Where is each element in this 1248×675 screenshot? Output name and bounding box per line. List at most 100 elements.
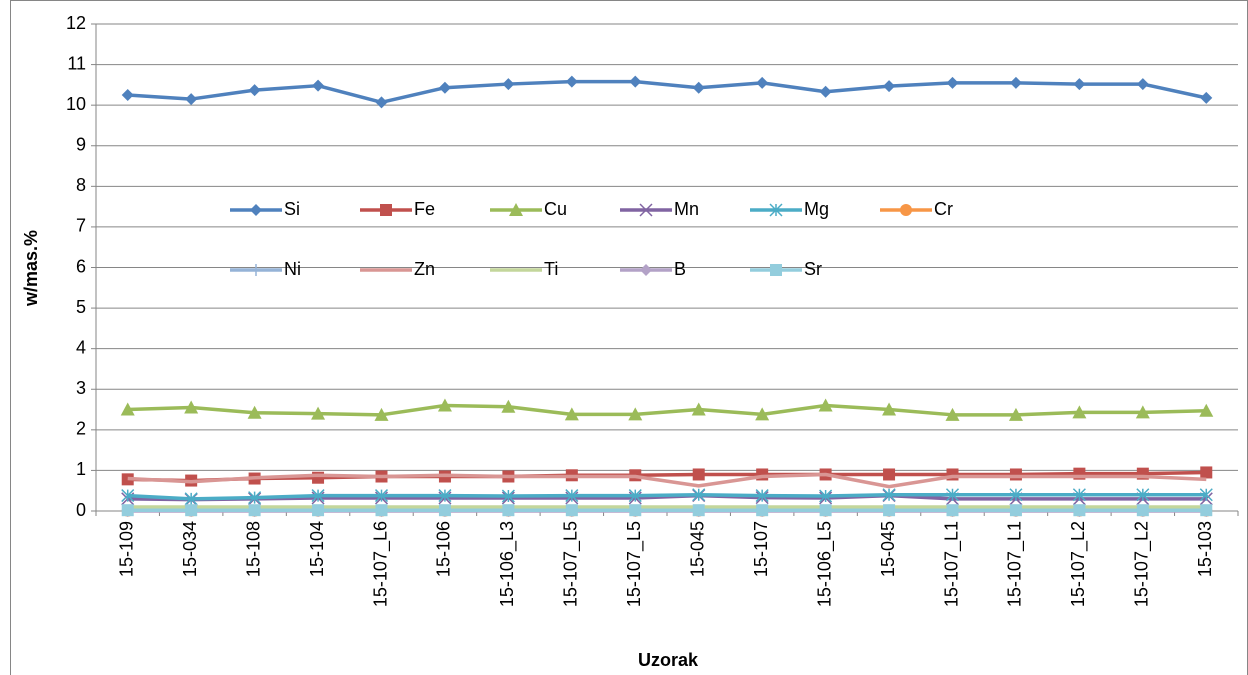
x-tick-label: 15-034 [180, 521, 200, 577]
marker [692, 81, 705, 94]
x-tick-label: 15-107_L2 [1132, 521, 1153, 607]
marker [248, 504, 261, 517]
marker [1009, 76, 1022, 89]
marker [946, 504, 959, 517]
y-tick-label: 5 [76, 297, 86, 317]
marker [628, 407, 643, 421]
legend-label: B [674, 259, 686, 279]
marker [1073, 78, 1086, 91]
marker [629, 75, 642, 88]
y-axis-title: w/mas.% [21, 230, 41, 307]
marker [311, 489, 325, 503]
x-axis-title: Uzorak [638, 650, 699, 670]
x-tick-label: 15-107 [751, 521, 771, 577]
marker [1009, 468, 1022, 481]
y-tick-label: 3 [76, 378, 86, 398]
x-tick-label: 15-103 [1195, 521, 1215, 577]
x-tick-label: 15-107_L2 [1068, 521, 1089, 607]
marker [375, 96, 388, 109]
marker [501, 489, 515, 503]
legend-label: Cu [544, 199, 567, 219]
marker [438, 81, 451, 94]
marker [1072, 405, 1087, 419]
marker [1073, 504, 1086, 517]
y-tick-label: 10 [66, 94, 86, 114]
marker [1199, 403, 1214, 417]
marker [945, 407, 960, 421]
legend-marker [769, 203, 783, 217]
marker [882, 488, 896, 502]
marker [565, 75, 578, 88]
marker [121, 89, 134, 102]
marker [374, 489, 389, 503]
legend-label: Ni [284, 259, 301, 279]
marker [247, 405, 262, 419]
marker [1009, 504, 1022, 517]
marker [1009, 488, 1023, 502]
series-line [127, 472, 1207, 489]
marker [1135, 405, 1150, 419]
x-tick-label: 15-045 [687, 521, 707, 577]
y-tick-label: 0 [76, 500, 86, 520]
y-tick-label: 8 [76, 175, 86, 195]
y-tick-label: 4 [76, 337, 86, 357]
marker [184, 492, 198, 506]
marker [184, 400, 199, 414]
legend-label: Ti [544, 259, 558, 279]
marker [312, 79, 325, 92]
marker [311, 406, 326, 420]
marker [945, 488, 960, 502]
marker [819, 489, 833, 503]
marker [818, 398, 833, 412]
marker [628, 489, 642, 503]
marker [1199, 488, 1213, 502]
marker [692, 468, 705, 481]
legend-label: Cr [934, 199, 953, 219]
marker [501, 399, 516, 413]
marker [120, 402, 135, 416]
marker [1200, 504, 1213, 517]
chart-frame [10, 0, 1248, 675]
marker [1200, 466, 1213, 479]
marker [374, 407, 389, 421]
marker [565, 489, 579, 503]
marker [883, 80, 896, 93]
legend-label: Sr [804, 259, 822, 279]
marker [692, 504, 705, 517]
x-tick-label: 15-107_L6 [370, 521, 391, 607]
y-tick-label: 2 [76, 419, 86, 439]
x-tick-label: 15-106_L3 [497, 521, 518, 607]
marker [1136, 488, 1150, 502]
legend-marker [509, 203, 523, 216]
marker [438, 504, 451, 517]
marker [882, 402, 897, 416]
series-line [127, 493, 1207, 501]
marker [121, 489, 135, 503]
marker [755, 489, 769, 503]
x-tick-label: 15-107_L1 [941, 521, 962, 607]
marker [1136, 78, 1149, 91]
legend-marker [900, 204, 912, 216]
marker [564, 407, 579, 421]
marker [946, 76, 959, 89]
marker [756, 504, 769, 517]
marker [248, 84, 261, 97]
y-tick-label: 7 [76, 216, 86, 236]
marker [502, 78, 515, 91]
legend-marker [380, 204, 392, 216]
legend-label: Mn [674, 199, 699, 219]
x-tick-label: 15-045 [878, 521, 898, 577]
marker [883, 504, 896, 517]
marker [819, 85, 832, 98]
series-line [127, 470, 1207, 483]
series-line [127, 79, 1207, 105]
marker [629, 504, 642, 517]
marker [755, 407, 770, 421]
y-tick-label: 12 [66, 13, 86, 33]
marker [312, 504, 325, 517]
x-tick-label: 15-108 [243, 521, 263, 577]
marker [185, 93, 198, 106]
marker [1072, 488, 1086, 502]
marker [819, 504, 832, 517]
